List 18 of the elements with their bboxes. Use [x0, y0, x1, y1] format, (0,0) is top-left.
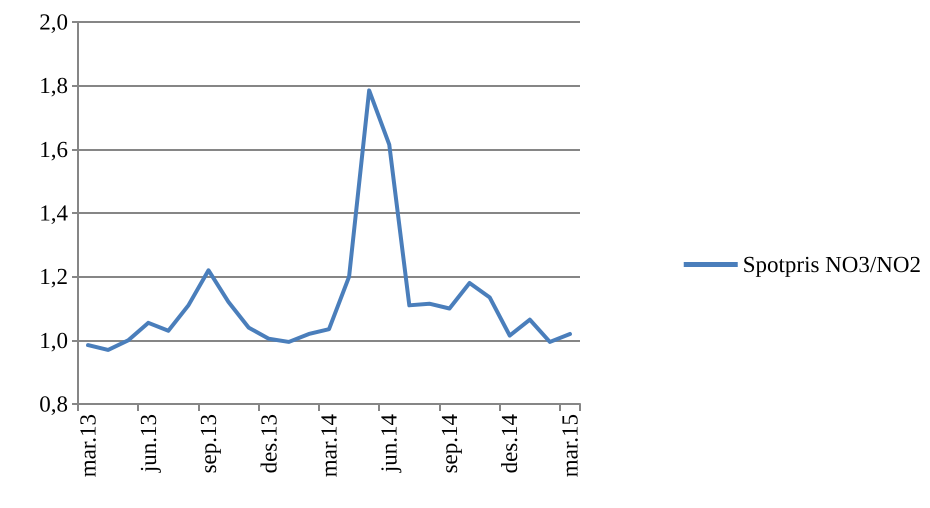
- y-tick-label: 1,6: [39, 136, 68, 162]
- y-tick-label: 2,0: [39, 10, 68, 34]
- line-series: [86, 88, 572, 352]
- x-tick-label: jun.14: [376, 414, 402, 474]
- y-tick-label: 0,8: [39, 392, 68, 416]
- x-tick-label: mar.15: [557, 414, 582, 478]
- x-tick-label: mar.13: [76, 414, 101, 478]
- x-tick-label: sep.14: [436, 414, 462, 474]
- x-tick-label: des.13: [256, 414, 282, 474]
- legend-label: Spotpris NO3/NO2: [742, 252, 922, 277]
- x-tick-label: jun.13: [136, 414, 161, 474]
- y-tick-label: 1,0: [39, 328, 68, 353]
- y-tick-label: 1,8: [39, 73, 68, 98]
- y-tick-label: 1,4: [39, 200, 68, 226]
- y-tick-label: 1,2: [39, 264, 68, 290]
- x-tick-label: des.14: [497, 414, 522, 474]
- x-tick-label: sep.13: [196, 414, 222, 474]
- x-tick-label: mar.14: [316, 414, 342, 478]
